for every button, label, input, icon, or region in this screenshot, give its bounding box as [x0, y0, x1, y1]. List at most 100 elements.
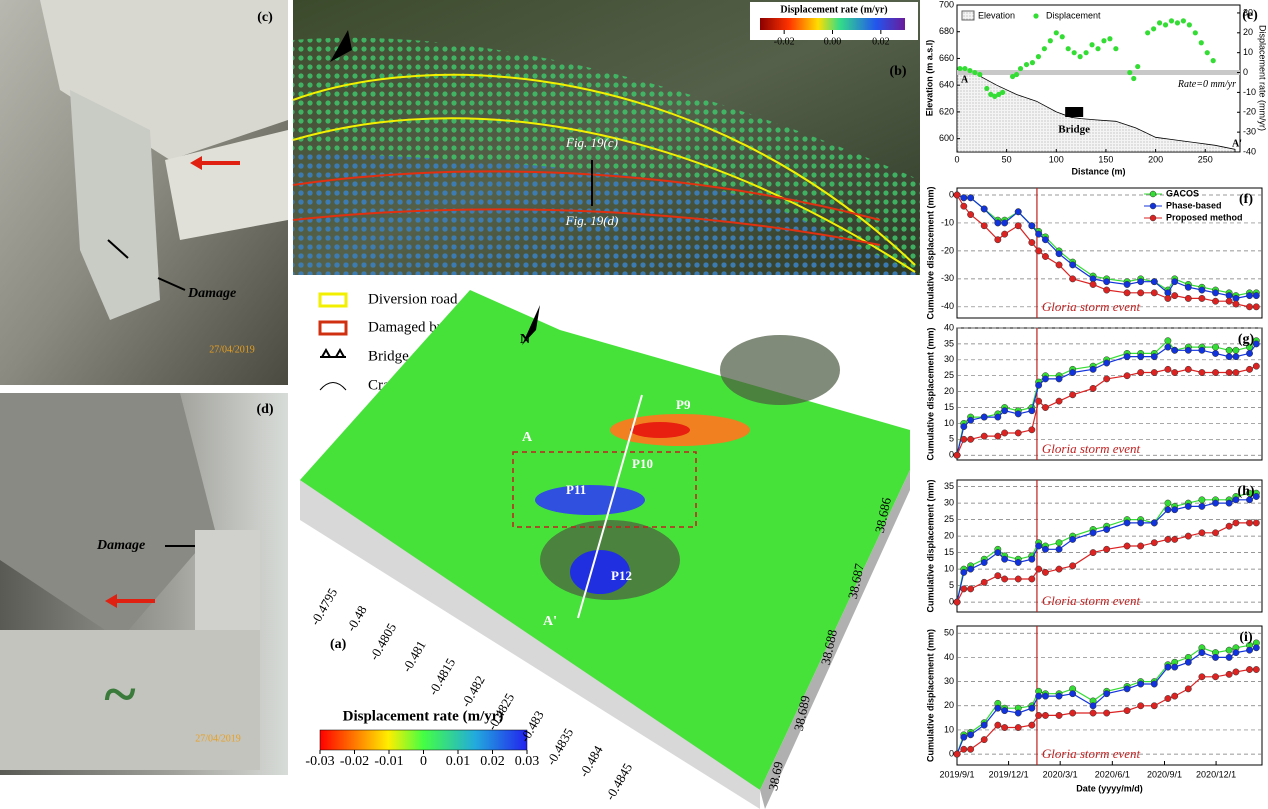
point-label: P11	[566, 482, 586, 497]
legend-label: Proposed method	[1166, 212, 1243, 222]
arrow	[157, 277, 186, 291]
data-point	[1252, 340, 1260, 348]
data-point	[1150, 278, 1158, 286]
data-point	[1047, 38, 1053, 44]
data-point	[1014, 208, 1022, 216]
data-point	[953, 191, 961, 199]
data-point	[1035, 381, 1043, 389]
map-a: N (a) A A' P9 P10 P11 P12 Displacement r…	[300, 290, 910, 809]
data-point	[1232, 369, 1240, 376]
y-tick-label: 10	[944, 563, 954, 573]
data-point	[1089, 702, 1097, 710]
legend-label: GACOS	[1166, 188, 1199, 198]
data-point	[1055, 692, 1063, 700]
data-point	[994, 721, 1002, 729]
data-point	[988, 91, 994, 97]
data-point	[977, 71, 983, 78]
panel-label: (c)	[257, 10, 273, 25]
x-tick-label: 2020/6/1	[1095, 769, 1130, 779]
elevation-area	[956, 68, 1236, 153]
y-tick-label: 20	[944, 530, 954, 540]
data-point	[1001, 230, 1009, 238]
data-point	[1252, 362, 1260, 370]
data-point	[980, 432, 988, 440]
data-point	[1162, 22, 1169, 28]
data-point	[1212, 297, 1219, 305]
data-point	[1137, 702, 1145, 710]
data-point	[1123, 281, 1131, 288]
data-point	[1184, 532, 1192, 540]
data-point	[1164, 343, 1172, 351]
data-point	[996, 91, 1002, 97]
y-tick-label: 0	[949, 748, 954, 758]
data-point	[1028, 407, 1036, 415]
data-point	[994, 549, 1002, 557]
data-point	[1123, 685, 1131, 693]
data-point	[1171, 292, 1179, 300]
abutment	[0, 630, 260, 770]
lat-label: 38.689	[791, 694, 813, 732]
data-point	[1065, 46, 1071, 52]
annotation: Bridge	[1058, 124, 1090, 136]
lon-label: -0.4815	[425, 655, 458, 697]
y-tick-label: 35	[944, 338, 954, 348]
data-point	[1198, 40, 1204, 46]
pier	[165, 130, 288, 240]
data-point	[967, 435, 975, 443]
data-point	[1210, 58, 1216, 64]
x-tick-label: 100	[1049, 154, 1064, 164]
data-point	[967, 745, 975, 753]
panel-label: (g)	[1238, 332, 1255, 347]
lon-label: -0.4795	[307, 585, 340, 627]
pier	[70, 90, 160, 320]
lat-label: 38.69	[765, 760, 786, 792]
data-point	[1069, 391, 1077, 399]
y-tick-label: 5	[949, 434, 954, 444]
data-point	[994, 236, 1002, 244]
colorbar-tick-label: -0.02	[340, 754, 369, 769]
point-label: P9	[676, 397, 691, 412]
y-tick-label: 0	[949, 189, 954, 199]
data-point	[1225, 346, 1233, 354]
colorbar-title: Displacement rate (m/yr)	[780, 4, 887, 15]
data-point	[1150, 519, 1158, 527]
y-tick-label: 40	[944, 322, 954, 332]
data-point	[1137, 519, 1145, 527]
data-point	[1252, 303, 1260, 311]
displacement-zone	[570, 550, 630, 594]
data-point	[1103, 359, 1111, 367]
legend-swatch	[319, 382, 347, 391]
y2-tick-label: 0	[1243, 67, 1248, 77]
point-label: P12	[611, 568, 632, 583]
data-point	[1246, 303, 1253, 311]
y-tick-label: 15	[944, 547, 954, 557]
x-axis-label: Date (yyyy/m/d)	[1076, 783, 1143, 793]
x-tick-label: 50	[1002, 154, 1012, 164]
data-point	[994, 572, 1002, 580]
event-label: Gloria storm event	[1042, 746, 1141, 761]
colorbar-tick-label: -0.03	[305, 754, 334, 769]
data-point	[1225, 353, 1233, 361]
vegetation	[720, 335, 840, 405]
data-point	[1069, 261, 1077, 269]
data-point	[1041, 46, 1047, 52]
legend-label: Elevation	[978, 10, 1015, 20]
data-point	[1137, 353, 1145, 361]
data-point	[1246, 646, 1253, 654]
data-point	[1089, 42, 1095, 48]
data-point	[1103, 690, 1111, 698]
data-point	[1198, 673, 1206, 681]
data-point	[1252, 666, 1260, 673]
damaged-bridge	[292, 170, 881, 221]
data-point	[1041, 253, 1049, 260]
data-point	[980, 736, 988, 744]
data-point	[1089, 365, 1097, 373]
panel-label: (b)	[889, 64, 906, 79]
data-point	[1184, 283, 1192, 291]
panel-label: (f)	[1239, 192, 1253, 207]
data-point	[984, 85, 990, 92]
data-point	[1150, 353, 1158, 361]
data-point	[1198, 369, 1206, 376]
y-tick-label: 30	[944, 354, 954, 364]
data-point	[1150, 369, 1158, 376]
